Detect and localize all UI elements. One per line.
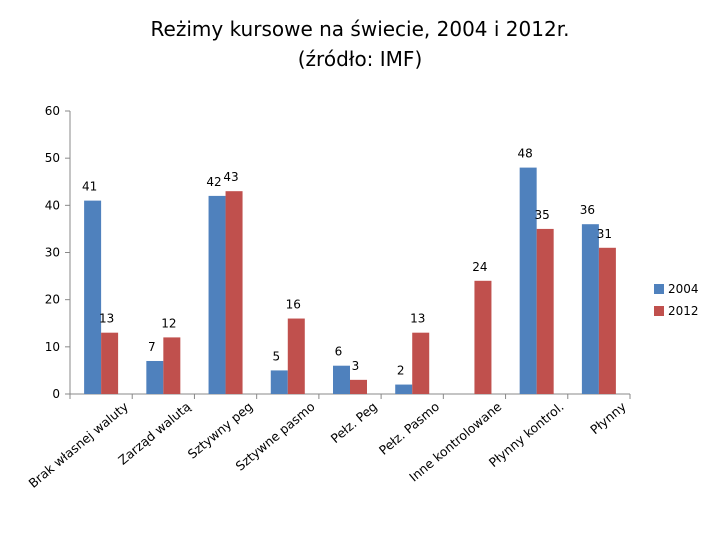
- bar-2004-2: [208, 195, 226, 394]
- x-category-label: Brak własnej waluty: [26, 398, 132, 490]
- bar-2012-4: [350, 379, 367, 394]
- bar-2012-6: [474, 280, 492, 394]
- chart-subtitle: (źródło: IMF): [297, 47, 423, 71]
- bar-2004-7: [519, 167, 537, 394]
- legend-swatch-2012: [654, 306, 664, 316]
- y-tick-label: 60: [45, 104, 60, 118]
- data-label-2012-0: 13: [99, 312, 114, 326]
- y-tick-label: 50: [45, 151, 60, 165]
- chart-title-block: Reżimy kursowe na świecie, 2004 i 2012r.…: [0, 14, 720, 74]
- bar-2004-0: [84, 200, 102, 394]
- legend-label-2012: 2012: [668, 304, 699, 318]
- y-tick-label: 40: [45, 198, 60, 212]
- bar-2004-3: [270, 370, 288, 394]
- legend-swatch-2004: [654, 284, 664, 294]
- y-tick-label: 10: [45, 340, 60, 354]
- data-label-2012-6: 24: [472, 260, 487, 274]
- legend-label-2004: 2004: [668, 282, 699, 296]
- data-label-2004-7: 48: [518, 147, 533, 161]
- data-label-2004-0: 41: [82, 180, 97, 194]
- data-label-2012-8: 31: [597, 227, 612, 241]
- data-label-2012-1: 12: [161, 316, 176, 330]
- data-label-2004-4: 6: [335, 345, 343, 359]
- bar-2012-0: [101, 332, 119, 394]
- bar-2012-2: [225, 191, 243, 394]
- bar-2012-8: [598, 247, 616, 394]
- data-label-2012-3: 16: [286, 298, 301, 312]
- x-category-label: Pełz. Pasmo: [376, 399, 442, 458]
- data-label-2012-4: 3: [352, 359, 360, 373]
- data-label-2004-3: 5: [272, 349, 280, 363]
- data-label-2004-1: 7: [148, 340, 156, 354]
- bar-2012-1: [163, 337, 181, 394]
- data-label-2012-2: 43: [223, 170, 238, 184]
- bar-2004-8: [581, 224, 599, 394]
- bar-2012-7: [536, 228, 554, 394]
- y-tick-label: 30: [45, 246, 60, 260]
- x-category-label: Płynny: [587, 398, 629, 437]
- bar-2012-3: [287, 318, 305, 394]
- data-label-2004-8: 36: [580, 203, 595, 217]
- y-tick-label: 0: [52, 387, 60, 401]
- chart-title: Reżimy kursowe na świecie, 2004 i 2012r.: [150, 17, 570, 41]
- data-label-2012-5: 13: [410, 312, 425, 326]
- data-label-2004-5: 2: [397, 364, 405, 378]
- bar-2004-4: [333, 365, 350, 394]
- bar-2004-5: [395, 384, 413, 394]
- bar-2004-1: [146, 360, 164, 394]
- x-category-label: Pełz. Peg: [328, 399, 380, 446]
- data-label-2004-2: 42: [206, 175, 221, 189]
- bar-2012-5: [412, 332, 430, 394]
- data-label-2012-7: 35: [535, 208, 550, 222]
- y-tick-label: 20: [45, 293, 60, 307]
